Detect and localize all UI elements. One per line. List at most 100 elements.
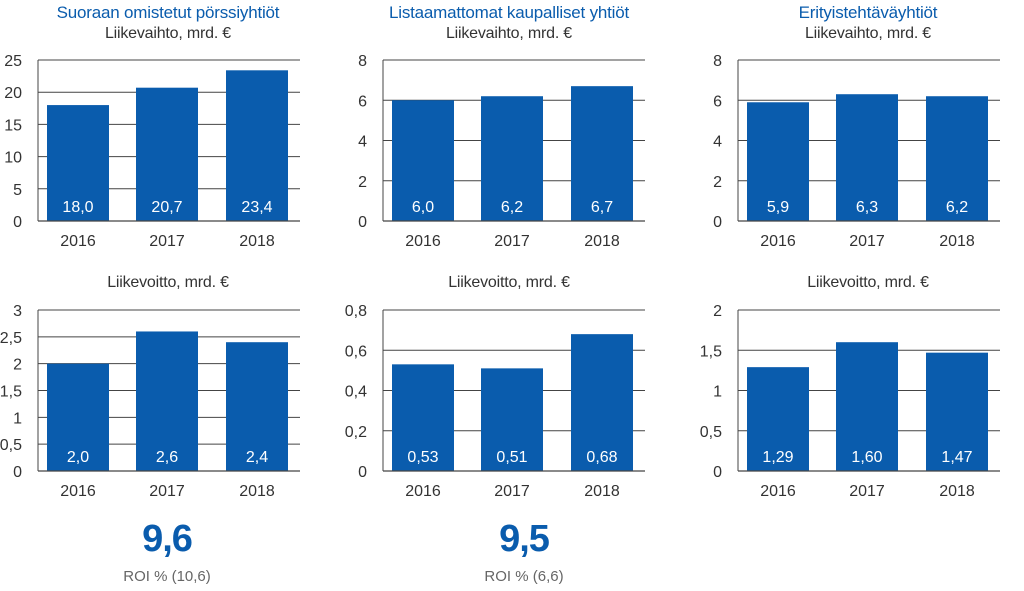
roi-value-listed: 9,6 bbox=[142, 518, 193, 560]
y-tick-label: 4 bbox=[713, 134, 722, 151]
bar-value-label: 23,4 bbox=[241, 199, 272, 216]
bar bbox=[926, 352, 988, 471]
column-title-special: Erityistehtäväyhtiöt bbox=[798, 3, 938, 22]
bar bbox=[392, 364, 454, 471]
roi-value-unlisted: 9,5 bbox=[499, 518, 550, 560]
column-title-listed: Suoraan omistetut pörssiyhtiöt bbox=[56, 3, 280, 22]
y-tick-label: 8 bbox=[358, 53, 367, 70]
bar bbox=[747, 102, 809, 221]
bar-value-label: 6,2 bbox=[946, 199, 968, 216]
bar-value-label: 1,60 bbox=[851, 449, 882, 466]
roi-label-listed: ROI % (10,6) bbox=[123, 568, 211, 585]
bar-value-label: 6,3 bbox=[856, 199, 878, 216]
y-tick-label: 0 bbox=[358, 214, 367, 231]
y-tick-label: 0 bbox=[358, 464, 367, 481]
x-category-label: 2017 bbox=[494, 483, 530, 500]
x-category-label: 2016 bbox=[405, 233, 441, 250]
x-category-label: 2017 bbox=[849, 233, 885, 250]
y-tick-label: 2 bbox=[358, 174, 367, 191]
x-category-label: 2018 bbox=[939, 233, 975, 250]
x-category-label: 2016 bbox=[760, 233, 796, 250]
chart-profit-listed: 0 0,5 1 1,5 2 2,5 3 2,0 2,6 2,4 2016 2017 2018 bbox=[0, 303, 300, 500]
y-tick-label: 1,5 bbox=[0, 384, 22, 401]
bar-value-label: 0,53 bbox=[407, 449, 438, 466]
chart-revenue-unlisted: 0 2 4 6 8 6,0 6,2 6,7 2016 2017 2018 bbox=[358, 53, 645, 250]
x-category-label: 2018 bbox=[584, 233, 620, 250]
bar bbox=[926, 96, 988, 221]
bar-value-label: 6,7 bbox=[591, 199, 613, 216]
y-tick-label: 0 bbox=[713, 464, 722, 481]
y-tick-label: 0 bbox=[13, 214, 22, 231]
y-tick-label: 25 bbox=[4, 53, 22, 70]
bar bbox=[836, 94, 898, 221]
y-tick-label: 10 bbox=[4, 150, 22, 167]
y-tick-label: 3 bbox=[13, 303, 22, 320]
bar-value-label: 18,0 bbox=[62, 199, 93, 216]
chart-title-6: Liikevoitto, mrd. € bbox=[807, 274, 929, 291]
bar-value-label: 2,4 bbox=[246, 449, 268, 466]
y-tick-label: 2 bbox=[713, 174, 722, 191]
x-category-label: 2018 bbox=[239, 483, 275, 500]
roi-label-unlisted: ROI % (6,6) bbox=[484, 568, 564, 585]
chart-profit-special: 0 0,5 1 1,5 2 1,29 1,60 1,47 2016 2017 2018 bbox=[700, 303, 1000, 500]
y-tick-label: 1 bbox=[13, 410, 22, 427]
bar-value-label: 2,0 bbox=[67, 449, 89, 466]
bar bbox=[481, 96, 543, 221]
y-tick-label: 5 bbox=[13, 182, 22, 199]
x-category-label: 2016 bbox=[405, 483, 441, 500]
y-tick-label: 8 bbox=[713, 53, 722, 70]
y-tick-label: 1 bbox=[713, 384, 722, 401]
y-tick-label: 15 bbox=[4, 117, 22, 134]
x-category-label: 2018 bbox=[939, 483, 975, 500]
y-tick-label: 0 bbox=[713, 214, 722, 231]
x-category-label: 2016 bbox=[60, 233, 96, 250]
y-tick-label: 0,6 bbox=[345, 343, 367, 360]
y-tick-label: 20 bbox=[4, 85, 22, 102]
bar bbox=[571, 334, 633, 471]
chart-title-3: Liikevaihto, mrd. € bbox=[804, 25, 932, 42]
chart-title-5: Liikevoitto, mrd. € bbox=[448, 274, 570, 291]
bar bbox=[47, 363, 109, 471]
x-category-label: 2017 bbox=[149, 483, 185, 500]
bar bbox=[571, 86, 633, 221]
bar bbox=[136, 87, 198, 221]
chart-title-1: Liikevaihto, mrd. € bbox=[104, 25, 232, 42]
bar-value-label: 1,29 bbox=[762, 449, 793, 466]
column-title-unlisted: Listaamattomat kaupalliset yhtiöt bbox=[388, 3, 630, 22]
bar bbox=[226, 342, 288, 471]
x-category-label: 2017 bbox=[849, 483, 885, 500]
x-category-label: 2016 bbox=[60, 483, 96, 500]
bar-value-label: 6,2 bbox=[501, 199, 523, 216]
y-tick-label: 6 bbox=[358, 93, 367, 110]
chart-revenue-listed: 0 5 10 15 20 25 18,0 20,7 23,4 2016 2017 2018 bbox=[4, 53, 300, 250]
bar bbox=[47, 105, 109, 221]
bar-value-label: 0,51 bbox=[496, 449, 527, 466]
y-tick-label: 0,8 bbox=[345, 303, 367, 320]
y-tick-label: 0,5 bbox=[0, 437, 22, 454]
bar-value-label: 6,0 bbox=[412, 199, 434, 216]
y-tick-label: 4 bbox=[358, 134, 367, 151]
x-category-label: 2017 bbox=[494, 233, 530, 250]
bar bbox=[136, 331, 198, 471]
x-category-label: 2017 bbox=[149, 233, 185, 250]
y-tick-label: 6 bbox=[713, 93, 722, 110]
chart-title-4: Liikevoitto, mrd. € bbox=[107, 274, 229, 291]
y-tick-label: 1,5 bbox=[700, 343, 722, 360]
y-tick-label: 2,5 bbox=[0, 330, 22, 347]
y-tick-label: 2 bbox=[713, 303, 722, 320]
y-tick-label: 2 bbox=[13, 357, 22, 374]
bar-value-label: 1,47 bbox=[941, 449, 972, 466]
chart-title-2: Liikevaihto, mrd. € bbox=[445, 25, 573, 42]
bar-value-label: 5,9 bbox=[767, 199, 789, 216]
bar bbox=[481, 368, 543, 471]
bar bbox=[226, 70, 288, 221]
bar bbox=[392, 100, 454, 221]
bar bbox=[747, 367, 809, 471]
y-tick-label: 0,5 bbox=[700, 424, 722, 441]
y-tick-label: 0 bbox=[13, 464, 22, 481]
bar-value-label: 2,6 bbox=[156, 449, 178, 466]
bar bbox=[836, 342, 898, 471]
bar-value-label: 20,7 bbox=[151, 199, 182, 216]
chart-revenue-special: 0 2 4 6 8 5,9 6,3 6,2 2016 2017 2018 bbox=[713, 53, 1000, 250]
